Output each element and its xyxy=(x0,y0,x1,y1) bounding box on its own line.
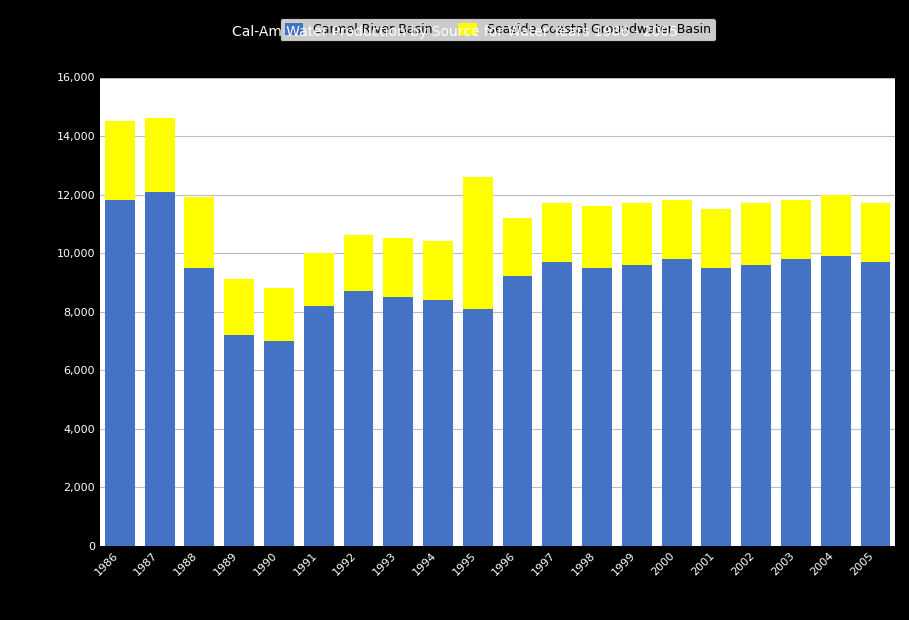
Bar xyxy=(145,192,175,546)
Bar xyxy=(463,177,493,309)
Bar xyxy=(503,277,533,546)
Bar xyxy=(304,306,334,546)
Bar xyxy=(105,200,135,546)
Bar xyxy=(344,236,374,291)
Bar xyxy=(264,288,294,341)
Bar xyxy=(384,239,414,297)
Bar xyxy=(543,262,573,546)
Bar xyxy=(423,241,453,300)
Bar xyxy=(423,300,453,546)
Bar xyxy=(741,265,771,546)
Bar xyxy=(622,203,652,265)
Bar xyxy=(662,259,692,546)
Bar xyxy=(344,291,374,546)
Legend: Carmel River Basin, Seaside Coastal Groundwater Basin: Carmel River Basin, Seaside Coastal Grou… xyxy=(280,18,715,41)
Bar xyxy=(582,268,612,546)
Bar xyxy=(543,203,573,262)
Bar xyxy=(225,335,255,546)
Bar xyxy=(503,218,533,277)
Bar xyxy=(384,297,414,546)
Bar xyxy=(105,122,135,200)
Bar xyxy=(702,209,732,268)
Bar xyxy=(861,203,891,262)
Bar xyxy=(741,203,771,265)
Bar xyxy=(821,256,851,546)
Bar xyxy=(622,265,652,546)
Bar xyxy=(225,280,255,335)
Bar xyxy=(304,253,334,306)
Bar xyxy=(145,118,175,192)
Bar xyxy=(821,195,851,256)
Bar xyxy=(702,268,732,546)
Bar xyxy=(662,200,692,259)
Bar xyxy=(264,341,294,546)
Bar xyxy=(582,206,612,268)
Bar xyxy=(185,268,215,546)
Bar xyxy=(463,309,493,546)
Text: Cal-Am Water Production by Source for Water Years 1986 - 2005: Cal-Am Water Production by Source for Wa… xyxy=(232,25,677,39)
Bar xyxy=(185,197,215,268)
Bar xyxy=(781,259,811,546)
Bar xyxy=(781,200,811,259)
Bar xyxy=(861,262,891,546)
